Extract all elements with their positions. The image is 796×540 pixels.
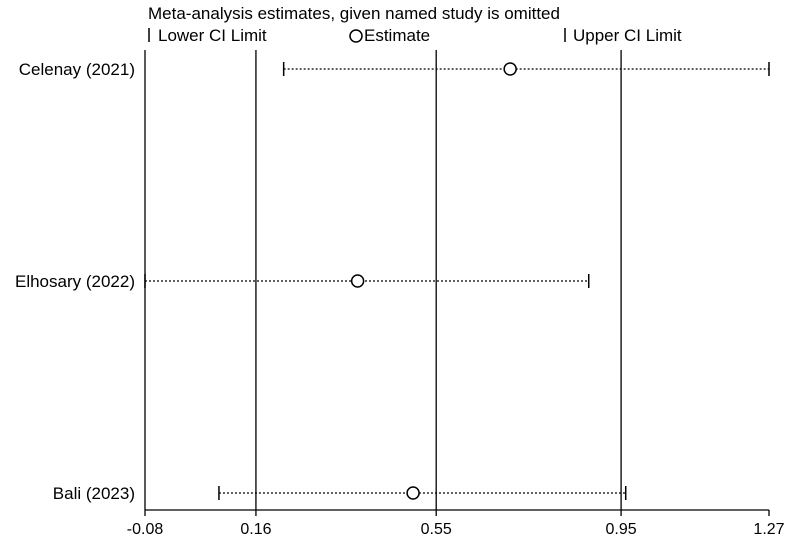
legend: Lower CI Limit Estimate Upper CI Limit (148, 26, 682, 45)
study-label-1: Elhosary (2022) (15, 272, 135, 291)
estimate-point-1 (350, 274, 365, 288)
estimate-point-0 (503, 62, 517, 76)
x-tick-label-3: 0.95 (606, 521, 637, 538)
legend-estimate-marker (349, 29, 363, 43)
estimate-point-2 (406, 486, 420, 500)
legend-lower-label: Lower CI Limit (158, 26, 267, 45)
legend-estimate-label: Estimate (364, 26, 430, 45)
chart-title: Meta-analysis estimates, given named stu… (148, 4, 560, 23)
study-label-2: Bali (2023) (53, 484, 135, 503)
study-label-0: Celenay (2021) (19, 60, 135, 79)
x-tick-label-0: -0.08 (127, 521, 164, 538)
x-tick-label-1: 0.16 (240, 521, 271, 538)
legend-upper-label: Upper CI Limit (573, 26, 682, 45)
plot-area: -0.08 0.16 0.55 0.95 1.27 Celenay (2021) Elhos… (15, 50, 785, 538)
x-tick-label-4: 1.27 (753, 521, 784, 538)
x-tick-label-2: 0.55 (421, 521, 452, 538)
